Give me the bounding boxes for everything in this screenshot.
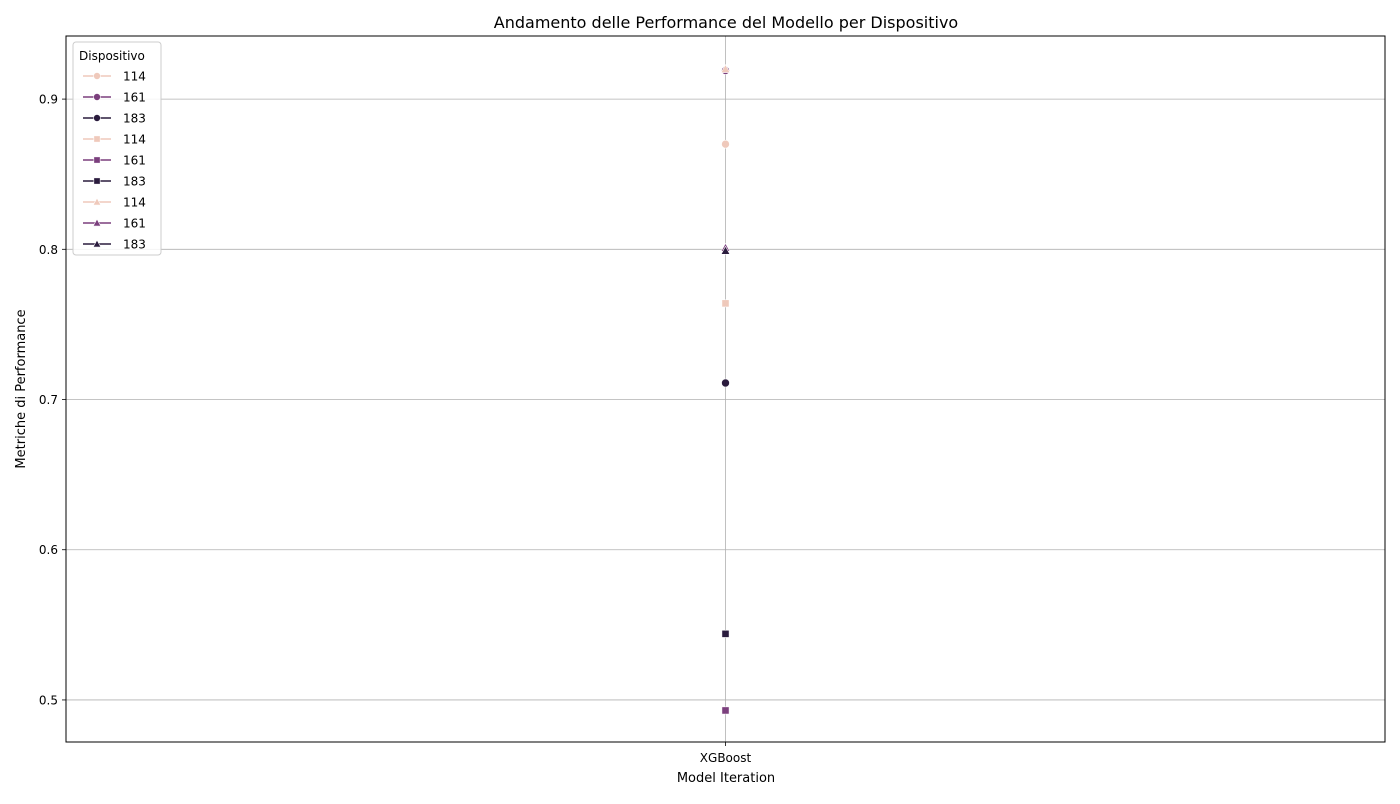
legend-label: 161 xyxy=(123,91,146,105)
y-axis-label: Metriche di Performance xyxy=(14,309,29,468)
y-tick-label: 0.9 xyxy=(39,93,58,107)
legend-label: 161 xyxy=(123,217,146,231)
legend-label: 183 xyxy=(123,175,146,189)
legend-marker-circle xyxy=(93,114,101,122)
legend-marker-circle xyxy=(93,72,101,80)
data-point-square-114 xyxy=(721,299,730,308)
y-tick-label: 0.7 xyxy=(39,393,58,407)
y-axis: 0.5 0.6 0.7 0.8 0.9 xyxy=(39,93,66,707)
data-point-triangle-114 xyxy=(720,64,731,73)
data-point-square-183 xyxy=(721,629,730,638)
x-axis: XGBoost xyxy=(700,742,752,765)
y-tick-label: 0.6 xyxy=(39,543,58,557)
legend-marker-square xyxy=(93,135,101,143)
legend: Dispositivo 114 161 183 114 161 183 114 161 183 xyxy=(72,41,162,256)
legend-label: 114 xyxy=(123,196,146,210)
legend-label: 183 xyxy=(123,238,146,252)
data-point-circle-114 xyxy=(721,139,730,149)
grid-layer xyxy=(66,36,1385,742)
legend-marker-square xyxy=(93,156,101,164)
legend-label: 183 xyxy=(123,112,146,126)
data-point-triangle-183 xyxy=(720,245,731,255)
x-tick-label: XGBoost xyxy=(700,751,752,765)
legend-title: Dispositivo xyxy=(79,49,145,63)
legend-marker-triangle xyxy=(92,239,102,248)
data-point-square-161 xyxy=(721,706,730,715)
legend-marker-triangle xyxy=(92,218,102,227)
x-axis-label: Model Iteration xyxy=(677,771,775,786)
y-tick-label: 0.8 xyxy=(39,243,58,257)
legend-label: 114 xyxy=(123,70,146,84)
legend-label: 161 xyxy=(123,154,146,168)
chart-title: Andamento delle Performance del Modello … xyxy=(494,13,958,32)
legend-marker-square xyxy=(93,177,101,185)
legend-marker-circle xyxy=(93,93,101,101)
legend-marker-triangle xyxy=(92,197,102,206)
marks-layer xyxy=(720,64,731,715)
legend-label: 114 xyxy=(123,133,146,147)
data-point-circle-183 xyxy=(721,378,730,388)
y-tick-label: 0.5 xyxy=(39,693,58,707)
